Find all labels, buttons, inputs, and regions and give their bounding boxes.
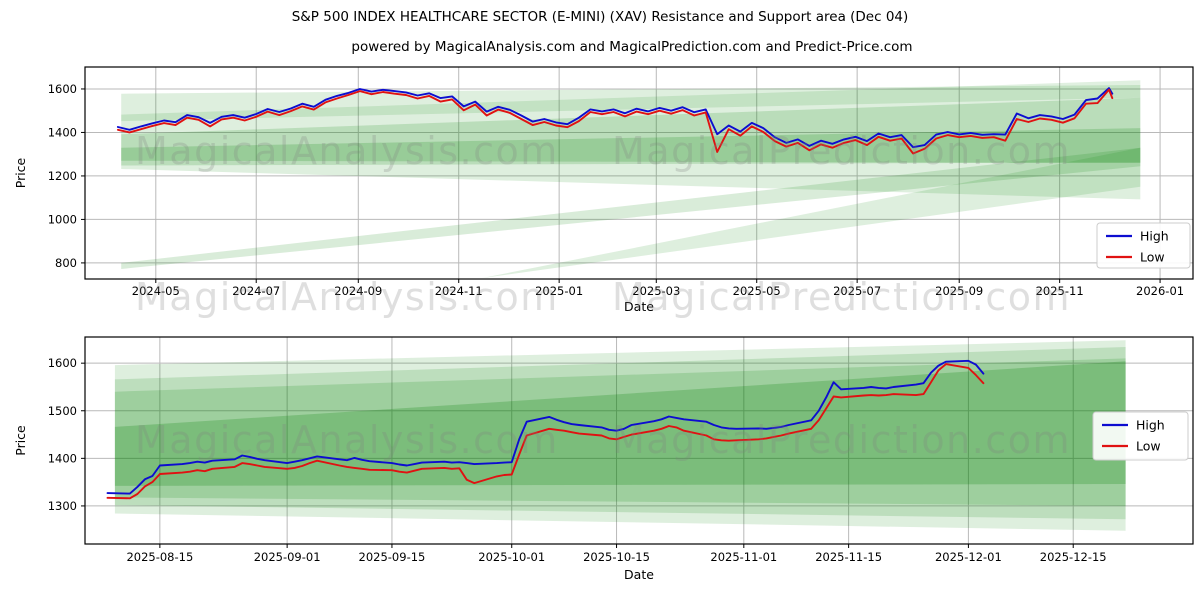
support-resistance-band	[481, 147, 1141, 279]
bands-layer	[114, 340, 1126, 531]
bands-layer	[121, 80, 1141, 279]
x-tick-label: 2025-11	[1036, 284, 1084, 298]
x-tick-label: 2025-11-01	[710, 550, 777, 564]
x-tick-label: 2025-01	[535, 284, 583, 298]
x-tick-label: 2025-07	[833, 284, 881, 298]
low-line	[106, 363, 985, 500]
support-resistance-band	[121, 128, 1141, 163]
page-title: S&P 500 INDEX HEALTHCARE SECTOR (E-MINI)…	[291, 9, 909, 25]
series-layer	[106, 359, 985, 500]
legend: High Low	[1092, 411, 1189, 461]
y-axis-label: Price	[13, 157, 28, 188]
x-tick-label: 2025-10-15	[583, 550, 650, 564]
y-tick-label: 1000	[48, 212, 77, 226]
y-tick-label: 1600	[48, 82, 77, 96]
y-tick-label: 1200	[48, 169, 77, 183]
legend: High Low	[1096, 222, 1191, 269]
support-resistance-band	[121, 80, 1141, 122]
support-resistance-band	[121, 147, 1141, 269]
x-tick-label: 2025-05	[733, 284, 781, 298]
y-tick-label: 1600	[48, 356, 77, 370]
x-tick-label: 2024-09	[334, 284, 382, 298]
y-tick-label: 1400	[48, 125, 77, 139]
x-tick-label: 2025-11-15	[815, 550, 882, 564]
legend-label-low: Low	[1136, 439, 1161, 454]
x-tick-label: 2024-07	[232, 284, 280, 298]
x-tick-label: 2025-10-01	[478, 550, 545, 564]
top-chart: 2024-05 2024-07 2024-09 2024-11 2025-01 2025-…	[13, 66, 1194, 314]
x-tick-label: 2024-05	[132, 284, 180, 298]
support-resistance-band	[114, 361, 1126, 486]
x-tick-label: 2025-09	[935, 284, 983, 298]
x-tick-label: 2025-09-01	[254, 550, 321, 564]
plot-border	[84, 336, 1194, 545]
y-tick-label: 1400	[48, 451, 77, 465]
y-tick-label: 800	[55, 256, 77, 270]
legend-label-high: High	[1140, 229, 1169, 244]
plot-border	[84, 66, 1194, 280]
support-resistance-band	[121, 97, 1141, 166]
bottom-chart: 2025-08-15 2025-09-01 2025-09-15 2025-10-01…	[13, 336, 1194, 582]
legend-label-low: Low	[1140, 250, 1165, 265]
x-tick-label: 2025-12-01	[935, 550, 1002, 564]
x-axis-label: Date	[624, 299, 654, 314]
high-line	[106, 359, 985, 495]
series-layer	[116, 87, 1114, 155]
x-tick-label: 2026-01	[1136, 284, 1184, 298]
y-axis-label: Price	[13, 425, 28, 456]
x-tick-label: 2025-03	[632, 284, 680, 298]
y-tick-label: 1500	[48, 404, 77, 418]
x-tick-label: 2025-08-15	[126, 550, 193, 564]
support-resistance-band	[114, 347, 1126, 520]
high-line	[116, 87, 1114, 149]
low-line	[116, 88, 1114, 155]
x-tick-label: 2024-11	[435, 284, 483, 298]
support-resistance-band	[121, 85, 1141, 200]
x-axis-label: Date	[624, 567, 654, 582]
y-tick-label: 1300	[48, 499, 77, 513]
legend-label-high: High	[1136, 418, 1165, 433]
x-tick-label: 2025-12-15	[1040, 550, 1107, 564]
x-tick-label: 2025-09-15	[359, 550, 426, 564]
page-subtitle: powered by MagicalAnalysis.com and Magic…	[351, 39, 913, 55]
